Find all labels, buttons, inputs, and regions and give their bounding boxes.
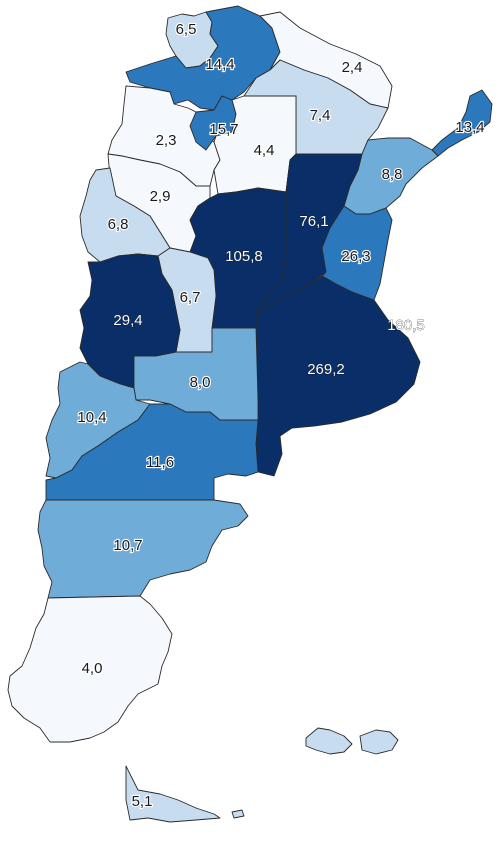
label-san-luis: 6,7: [180, 289, 201, 306]
label-san-juan: 6,8: [108, 216, 129, 233]
label-misiones: 13,4: [455, 119, 484, 136]
region-entre-rios[interactable]: [321, 205, 393, 301]
label-tucuman: 15,7: [209, 121, 238, 138]
label-tierra-del-fuego: 5,1: [132, 793, 153, 810]
region-rio-negro[interactable]: [45, 403, 259, 501]
label-neuquen: 10,4: [77, 409, 106, 426]
label-santiago-del-estero: 4,4: [254, 142, 275, 159]
label-jujuy: 6,5: [176, 21, 197, 38]
region-islas-malvinas-east[interactable]: [359, 729, 399, 755]
label-chubut: 10,7: [113, 537, 142, 554]
label-entre-rios: 26,3: [341, 248, 370, 265]
label-cordoba: 105,8: [225, 248, 263, 265]
label-caba: 180,5: [387, 317, 425, 334]
label-corrientes: 8,8: [382, 166, 403, 183]
label-formosa: 2,4: [342, 59, 363, 76]
label-santa-cruz: 4,0: [82, 660, 103, 677]
label-salta: 14,4: [205, 56, 234, 73]
region-islas-malvinas-west[interactable]: [305, 727, 353, 755]
region-misiones[interactable]: [431, 89, 493, 157]
region-santa-cruz[interactable]: [7, 595, 173, 743]
label-chaco: 7,4: [310, 107, 331, 124]
label-santa-fe: 76,1: [299, 213, 328, 230]
label-catamarca: 2,3: [156, 132, 177, 149]
region-tierra-del-fuego-islet: [231, 809, 245, 819]
region-chubut[interactable]: [37, 499, 249, 599]
region-tierra-del-fuego[interactable]: [125, 765, 221, 823]
label-la-pampa: 8,0: [190, 374, 211, 391]
label-la-rioja: 2,9: [150, 188, 171, 205]
label-mendoza: 29,4: [113, 312, 142, 329]
label-rio-negro: 11,6: [146, 454, 174, 471]
label-buenos-aires: 269,2: [307, 361, 345, 378]
